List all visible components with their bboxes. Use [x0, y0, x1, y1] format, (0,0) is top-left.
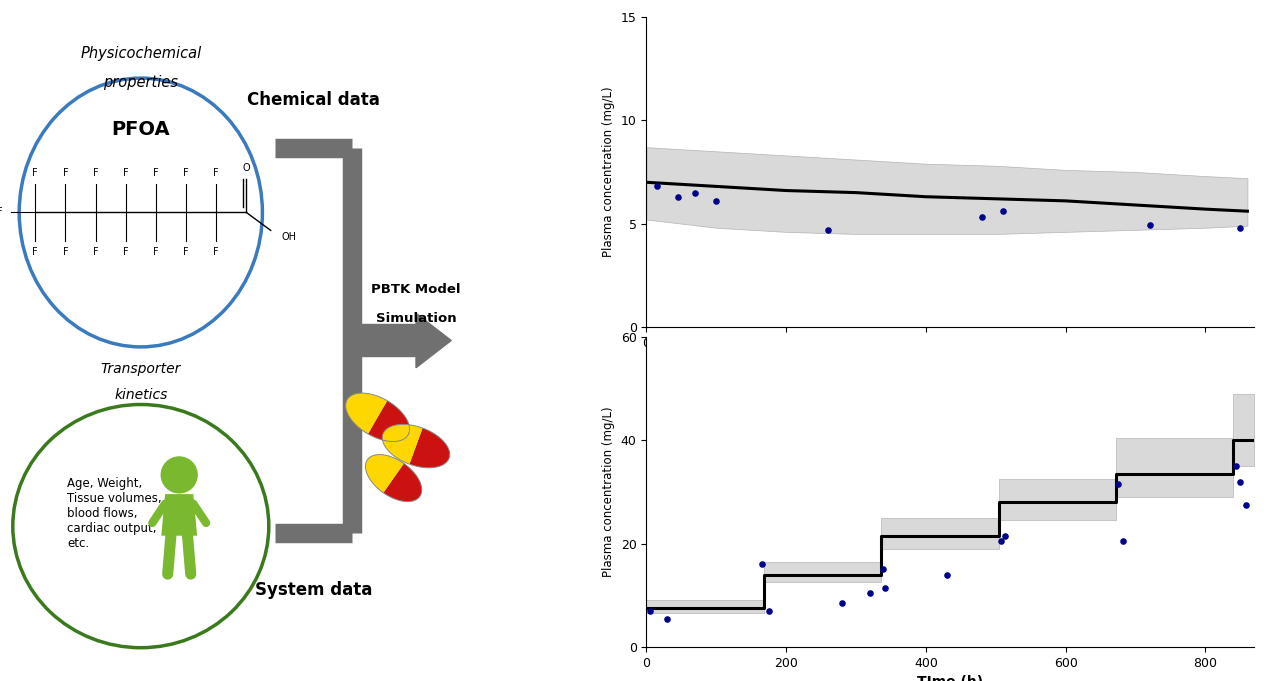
Point — [1112, 536, 1133, 547]
Text: PFOA: PFOA — [111, 120, 170, 139]
Polygon shape — [161, 494, 197, 536]
Y-axis label: Plasma concentration (mg/L): Plasma concentration (mg/L) — [603, 407, 616, 577]
Text: F: F — [63, 168, 68, 178]
Text: System data: System data — [255, 581, 372, 599]
Point — [1235, 499, 1256, 510]
Text: F: F — [183, 247, 189, 257]
Circle shape — [161, 457, 197, 493]
Text: F: F — [32, 247, 38, 257]
Point — [1139, 219, 1160, 230]
Text: F: F — [92, 168, 99, 178]
Text: F: F — [63, 247, 68, 257]
Polygon shape — [369, 400, 410, 441]
Text: F: F — [92, 247, 99, 257]
Text: F: F — [0, 208, 3, 217]
Text: Simulation: Simulation — [376, 312, 456, 325]
X-axis label: TIme (h): TIme (h) — [918, 676, 983, 681]
Text: F: F — [32, 168, 38, 178]
Text: Chemical data: Chemical data — [247, 91, 380, 110]
Text: F: F — [183, 168, 189, 178]
Point — [646, 181, 667, 192]
Point — [707, 195, 727, 206]
Point — [668, 191, 689, 202]
Text: F: F — [123, 168, 128, 178]
Text: kinetics: kinetics — [114, 388, 168, 402]
Point — [860, 587, 881, 598]
Text: F: F — [154, 168, 159, 178]
Point — [657, 613, 677, 624]
FancyArrow shape — [356, 313, 452, 368]
Text: Transporter: Transporter — [101, 362, 180, 377]
Text: PBTK Model: PBTK Model — [371, 283, 461, 296]
Polygon shape — [410, 428, 449, 468]
Point — [1225, 461, 1245, 472]
Polygon shape — [383, 424, 422, 464]
Point — [992, 206, 1012, 217]
Text: properties: properties — [104, 75, 178, 90]
Text: O: O — [243, 163, 250, 173]
Point — [972, 212, 992, 223]
Text: OH: OH — [282, 232, 297, 242]
Point — [1230, 476, 1251, 487]
Point — [937, 569, 957, 580]
Point — [832, 598, 852, 609]
Point — [873, 564, 893, 575]
Point — [1108, 479, 1129, 490]
Point — [685, 187, 705, 198]
Point — [991, 536, 1011, 547]
Point — [818, 224, 838, 235]
Point — [640, 605, 660, 616]
Text: F: F — [214, 168, 219, 178]
Point — [995, 530, 1015, 541]
Polygon shape — [346, 393, 388, 434]
Polygon shape — [383, 464, 421, 502]
Text: Age, Weight,
Tissue volumes,
blood flows,
cardiac output,
etc.: Age, Weight, Tissue volumes, blood flows… — [68, 477, 161, 550]
Point — [759, 605, 780, 616]
Y-axis label: Plasma concentration (mg/L): Plasma concentration (mg/L) — [603, 86, 616, 257]
Text: F: F — [154, 247, 159, 257]
Point — [751, 559, 772, 570]
Text: F: F — [214, 247, 219, 257]
Point — [1230, 222, 1251, 233]
Text: F: F — [123, 247, 128, 257]
Text: Physicochemical: Physicochemical — [81, 46, 201, 61]
X-axis label: TIme (h): TIme (h) — [918, 355, 983, 369]
Point — [876, 582, 896, 593]
Polygon shape — [366, 455, 404, 493]
